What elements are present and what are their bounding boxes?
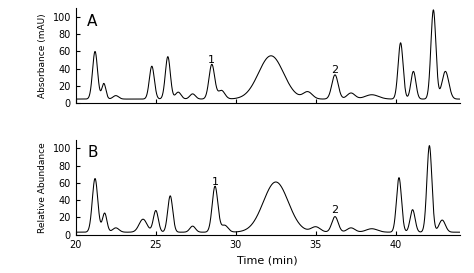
Y-axis label: Absorbance (mAU): Absorbance (mAU) (38, 13, 47, 98)
Y-axis label: Relative Abundance: Relative Abundance (38, 142, 47, 233)
Text: 1: 1 (211, 177, 219, 188)
Text: B: B (87, 145, 98, 160)
X-axis label: Time (min): Time (min) (237, 255, 298, 265)
Text: 2: 2 (331, 65, 338, 75)
Text: A: A (87, 14, 98, 29)
Text: 2: 2 (331, 205, 338, 215)
Text: 1: 1 (208, 55, 215, 65)
